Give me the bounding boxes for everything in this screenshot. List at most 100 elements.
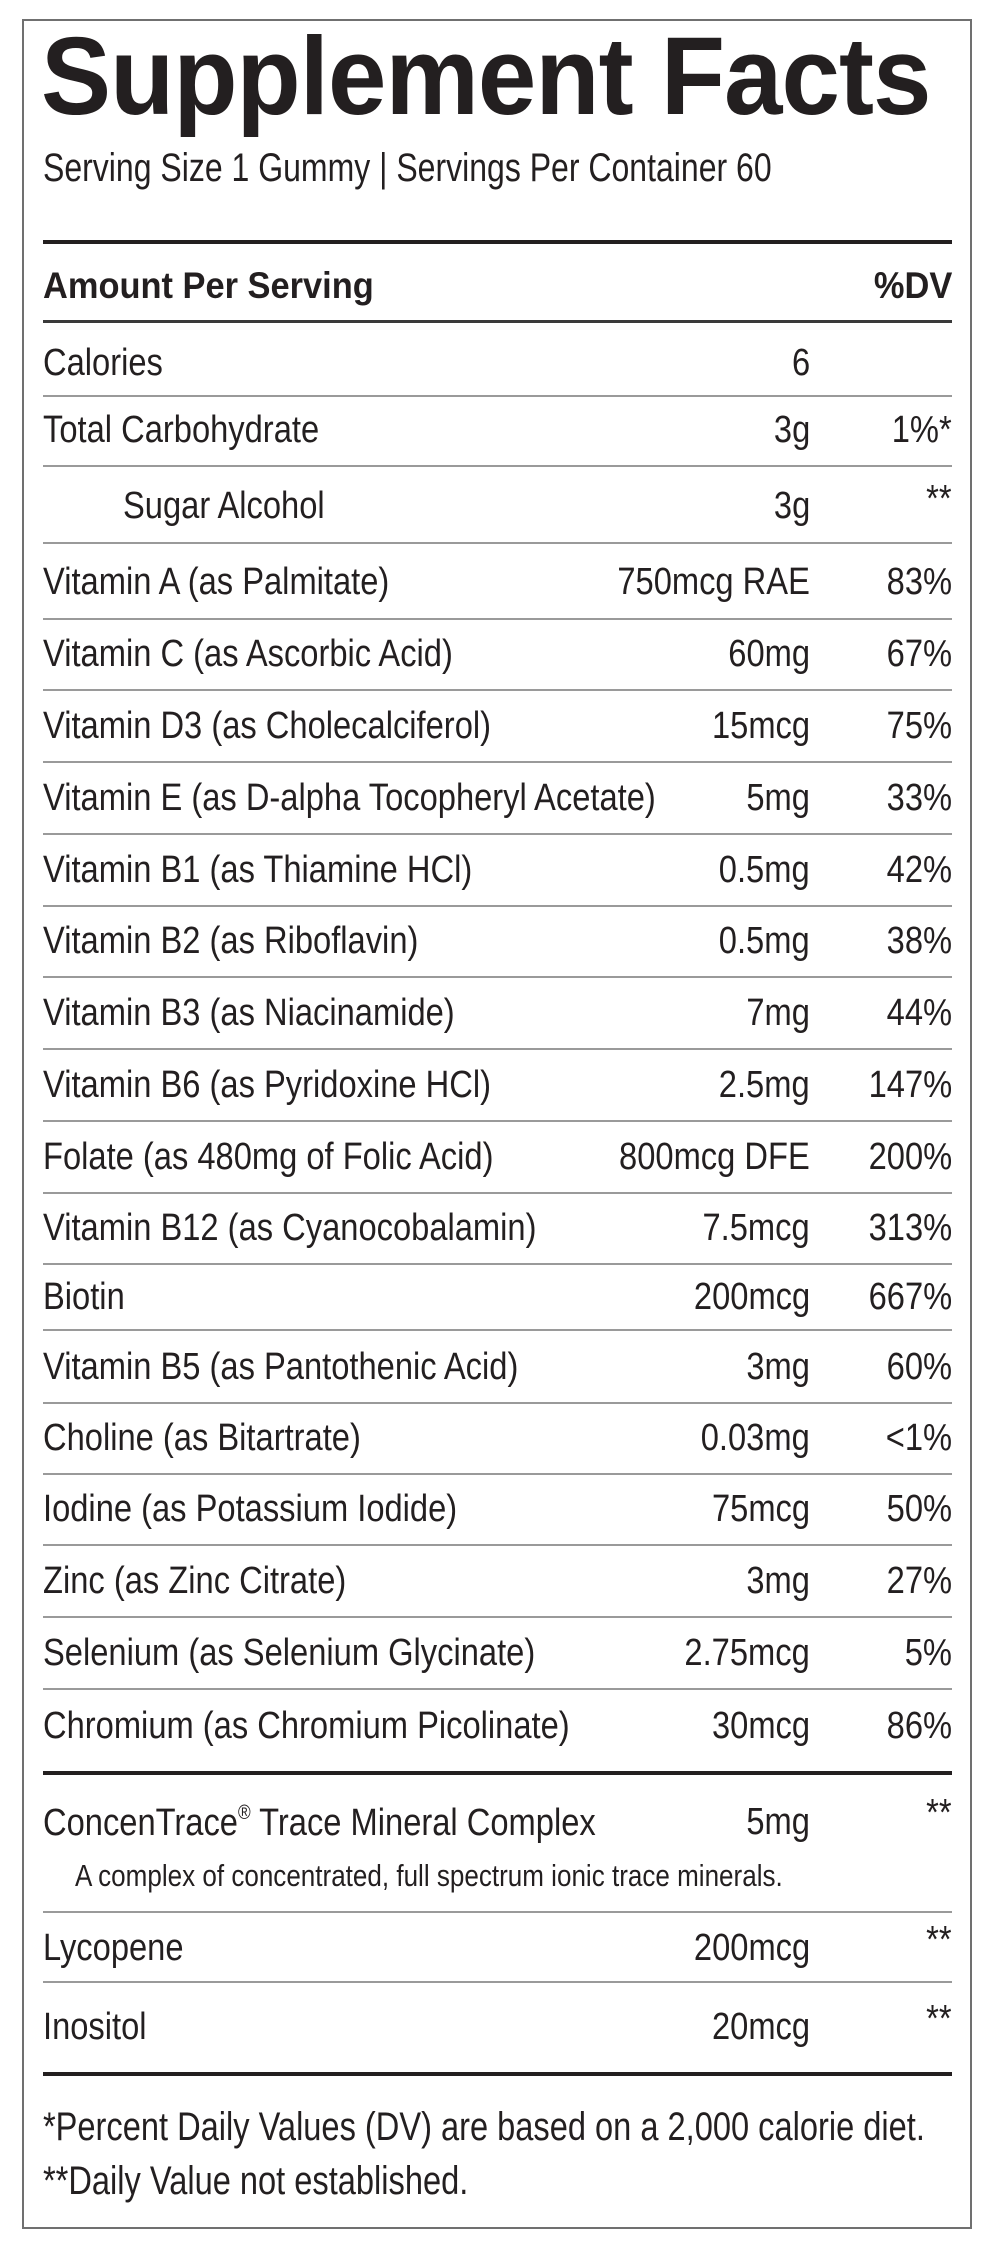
row-divider [43, 976, 952, 978]
ingredient-name: Lycopene [43, 1927, 184, 1969]
nutrient-dv: 667% [868, 1276, 952, 1318]
ingredient-dv: ** [926, 1792, 952, 1834]
amount-per-serving-header: Amount Per Serving [43, 265, 374, 306]
nutrient-name: Biotin [43, 1276, 125, 1318]
ingredient-dv: ** [926, 1998, 952, 2040]
nutrient-name: Vitamin B12 (as Cyanocobalamin) [43, 1207, 537, 1249]
nutrient-name: Folate (as 480mg of Folic Acid) [43, 1136, 494, 1178]
nutrient-name: Vitamin D3 (as Cholecalciferol) [43, 705, 492, 747]
nutrient-amount: 6 [791, 342, 810, 384]
row-divider [43, 1048, 952, 1050]
nutrient-amount: 750mcg RAE [617, 561, 810, 603]
footnote-dv-not-established: **Daily Value not established. [43, 2159, 469, 2203]
nutrient-amount: 0.03mg [700, 1417, 810, 1459]
nutrient-dv: 200% [868, 1136, 952, 1178]
nutrient-amount: 3mg [746, 1560, 810, 1602]
row-divider [43, 465, 952, 467]
row-divider [43, 1616, 952, 1618]
divider-thick-bottom [43, 2072, 952, 2076]
nutrient-name: Chromium (as Chromium Picolinate) [43, 1705, 570, 1747]
nutrient-amount: 200mcg [693, 1276, 810, 1318]
row-divider [43, 1402, 952, 1404]
nutrient-amount: 3g [773, 409, 810, 451]
nutrient-amount: 60mg [728, 633, 810, 675]
nutrient-dv: 44% [886, 992, 952, 1034]
nutrient-dv: 147% [868, 1064, 952, 1106]
nutrient-amount: 2.75mcg [684, 1632, 810, 1674]
nutrient-name: Vitamin B6 (as Pyridoxine HCl) [43, 1064, 492, 1106]
supplement-facts-panel [22, 19, 972, 2229]
row-divider [43, 1120, 952, 1122]
row-divider [43, 761, 952, 763]
nutrient-dv: 75% [886, 705, 952, 747]
ingredient-amount: 5mg [746, 1801, 810, 1843]
nutrient-amount: 5mg [746, 777, 810, 819]
nutrient-name: Vitamin A (as Palmitate) [43, 561, 390, 603]
nutrient-dv: 67% [886, 633, 952, 675]
nutrient-dv: 1%* [892, 409, 952, 451]
nutrient-amount: 30mcg [711, 1705, 810, 1747]
row-divider [43, 1688, 952, 1690]
nutrient-amount: 7.5mcg [702, 1207, 810, 1249]
nutrient-dv: 42% [886, 849, 952, 891]
serving-info: Serving Size 1 Gummy | Servings Per Cont… [43, 146, 772, 190]
row-divider [43, 395, 952, 397]
ingredient-name-suffix: Trace Mineral Complex [250, 1802, 596, 1844]
nutrient-dv: ** [926, 478, 952, 520]
divider-header [43, 320, 952, 323]
row-divider [43, 1473, 952, 1475]
nutrient-name: Selenium (as Selenium Glycinate) [43, 1632, 536, 1674]
nutrient-name: Vitamin B5 (as Pantothenic Acid) [43, 1346, 519, 1388]
nutrient-dv: 50% [886, 1488, 952, 1530]
nutrient-name: Total Carbohydrate [43, 409, 320, 451]
nutrient-dv: 60% [886, 1346, 952, 1388]
row-divider [43, 1981, 952, 1983]
nutrient-dv: <1% [885, 1417, 952, 1459]
nutrient-amount: 3mg [746, 1346, 810, 1388]
ingredient-name: Inositol [43, 2006, 147, 2048]
nutrient-amount: 3g [773, 485, 810, 527]
nutrient-dv: 33% [886, 777, 952, 819]
nutrient-name: Iodine (as Potassium Iodide) [43, 1488, 458, 1530]
nutrient-name: Vitamin B2 (as Riboflavin) [43, 920, 419, 962]
nutrient-amount: 75mcg [711, 1488, 810, 1530]
nutrient-dv: 313% [868, 1207, 952, 1249]
row-divider [43, 905, 952, 907]
nutrient-dv: 5% [904, 1632, 952, 1674]
nutrient-name: Sugar Alcohol [123, 485, 325, 527]
nutrient-dv: 38% [886, 920, 952, 962]
ingredient-brand: ConcenTrace [43, 1802, 238, 1844]
footnote-daily-values: *Percent Daily Values (DV) are based on … [43, 2105, 925, 2149]
nutrient-name: Choline (as Bitartrate) [43, 1417, 361, 1459]
row-divider [43, 1263, 952, 1265]
row-divider [43, 542, 952, 544]
ingredient-amount: 200mcg [693, 1927, 810, 1969]
nutrient-amount: 2.5mg [719, 1064, 810, 1106]
nutrient-name: Vitamin E (as D-alpha Tocopheryl Acetate… [43, 777, 656, 819]
nutrient-amount: 800mcg DFE [619, 1136, 810, 1178]
nutrient-amount: 0.5mg [719, 920, 810, 962]
nutrient-amount: 7mg [746, 992, 810, 1034]
ingredient-amount: 20mcg [711, 2006, 810, 2048]
row-divider [43, 689, 952, 691]
panel-title: Supplement Facts [41, 15, 931, 138]
nutrient-name: Vitamin B3 (as Niacinamide) [43, 992, 455, 1034]
nutrient-dv: 86% [886, 1705, 952, 1747]
nutrient-name: Calories [43, 342, 163, 384]
nutrient-name: Zinc (as Zinc Citrate) [43, 1560, 347, 1602]
nutrient-amount: 15mcg [711, 705, 810, 747]
row-divider [43, 1329, 952, 1331]
percent-dv-header: %DV [873, 265, 952, 306]
row-divider [43, 1911, 952, 1913]
nutrient-name: Vitamin C (as Ascorbic Acid) [43, 633, 453, 675]
nutrient-name: Vitamin B1 (as Thiamine HCl) [43, 849, 473, 891]
ingredient-dv: ** [926, 1919, 952, 1961]
row-divider [43, 1192, 952, 1194]
divider-thick-middle [43, 1771, 952, 1775]
ingredient-name: ConcenTrace® Trace Mineral Complex [43, 1803, 596, 1842]
divider-thick-top [43, 240, 952, 244]
ingredient-description: A complex of concentrated, full spectrum… [75, 1858, 783, 1893]
nutrient-dv: 27% [886, 1560, 952, 1602]
row-divider [43, 618, 952, 620]
nutrient-amount: 0.5mg [719, 849, 810, 891]
